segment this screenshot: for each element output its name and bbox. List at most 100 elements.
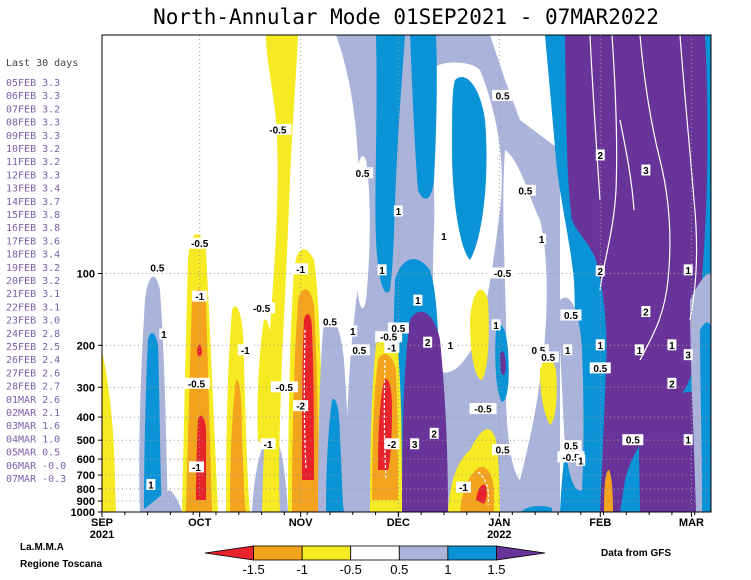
- contour-label-bg: [492, 89, 514, 101]
- x-tick-label: DEC: [387, 517, 410, 529]
- contour-label: -0.5: [494, 269, 512, 280]
- contour-label-bg: [445, 339, 455, 351]
- contour-label-bg: [188, 461, 204, 473]
- fill-region: [520, 505, 552, 512]
- contour-label: 0.5: [323, 318, 337, 329]
- contour-label: 0.5: [531, 346, 545, 357]
- side-panel-row: 27FEB 2.6: [6, 368, 60, 379]
- contour-label-bg: [589, 362, 611, 374]
- contour-label: 0.5: [593, 364, 607, 375]
- contour-line: [619, 119, 635, 211]
- contour-label-bg: [469, 403, 497, 415]
- colorbar-swatch: [447, 545, 497, 561]
- contour-label: 1: [669, 341, 675, 352]
- contour-label-bg: [439, 230, 449, 242]
- side-panel-row: 02MAR 2.1: [6, 408, 60, 419]
- contour-label-bg: [560, 309, 582, 321]
- contour-label-bg: [634, 344, 644, 356]
- contour-label: 0.5: [391, 324, 405, 335]
- contour-label: 2: [425, 338, 431, 349]
- side-panel-row: 04MAR 1.0: [6, 434, 60, 445]
- contour-label-bg: [595, 265, 605, 277]
- contour-label: 1: [578, 456, 584, 467]
- x-tick-label: JAN: [488, 517, 510, 529]
- contour-label: 0.5: [496, 446, 510, 457]
- contour-label-bg: [683, 264, 693, 276]
- contour-label: 1: [350, 327, 356, 338]
- contour-label-bg: [489, 267, 517, 279]
- contour-label: 2: [597, 151, 603, 162]
- colorbar: -1.5 -1 -0.5 0.5 1 1.5: [204, 545, 546, 577]
- contour-label: -0.5: [276, 383, 294, 394]
- fill-region: [102, 350, 116, 512]
- side-panel-row: 20FEB 3.2: [6, 276, 60, 287]
- contour-label-bg: [595, 149, 605, 161]
- contour-label: -1: [195, 292, 204, 303]
- contour-label-bg: [348, 344, 370, 356]
- contour-label: -1: [387, 343, 396, 354]
- contour-label: 1: [597, 341, 603, 352]
- side-panel-row: 16FEB 3.8: [6, 223, 60, 234]
- contour-label: 1: [565, 346, 571, 357]
- contour-label-bg: [595, 339, 605, 351]
- contour-label: -1: [192, 463, 201, 474]
- side-panel-row: 07FEB 3.2: [6, 104, 60, 115]
- contour-label: 0.5: [356, 169, 370, 180]
- contour-label-bg: [641, 164, 651, 176]
- contour-label: 0.5: [541, 353, 555, 364]
- fill-region: [470, 289, 489, 380]
- contour-label: -0.5: [380, 333, 398, 344]
- side-panel-row: 09FEB 3.3: [6, 131, 60, 142]
- contour-label: -1: [459, 483, 468, 494]
- side-panel-row: 22FEB 3.1: [6, 302, 60, 313]
- side-panel-row: 07MAR -0.3: [6, 474, 66, 485]
- contour-label: 1: [441, 232, 447, 243]
- contour-label-bg: [352, 167, 374, 179]
- side-panel-row: 18FEB 3.4: [6, 250, 60, 261]
- side-panel-row: 23FEB 3.0: [6, 316, 60, 327]
- plot-area: [102, 35, 711, 512]
- contour-label: -0.5: [253, 304, 271, 315]
- contour-label-bg: [319, 316, 341, 328]
- contour-line: [679, 35, 698, 321]
- side-panel-row: 28FEB 2.7: [6, 382, 60, 393]
- chart-title: North-Annular Mode 01SEP2021 - 07MAR2022: [153, 5, 659, 29]
- contour-label: 3: [643, 166, 649, 177]
- fill-region: [410, 35, 437, 199]
- contour-label-bg: [270, 381, 298, 393]
- side-panel-row: 06FEB 3.3: [6, 91, 60, 102]
- colorbar-swatch: [398, 545, 449, 561]
- colorbar-swatch: [253, 545, 303, 561]
- x-tick-label: OCT: [188, 517, 212, 529]
- contour-label-bg: [683, 349, 693, 361]
- contour-label-bg: [293, 400, 309, 412]
- y-tick-label: 800: [77, 484, 95, 496]
- contour-label: 2: [669, 379, 675, 390]
- colorbar-label: 1.5: [487, 562, 505, 577]
- y-tick-label: 300: [77, 382, 95, 394]
- contour-label: -2: [296, 402, 305, 413]
- x-tick-label: SEP: [91, 517, 113, 529]
- fill-region: [460, 466, 494, 512]
- contour-label: 3: [412, 440, 418, 451]
- fill-region: [452, 76, 487, 261]
- side-panel-row: 26FEB 2.4: [6, 355, 60, 366]
- contour-line: [477, 471, 490, 506]
- contour-label: 1: [448, 341, 454, 352]
- y-tick-label: 600: [77, 454, 95, 466]
- fill-region: [503, 150, 547, 480]
- contour-label-bg: [667, 377, 677, 389]
- contour-label-bg: [527, 344, 549, 356]
- side-panel-row: 21FEB 3.1: [6, 289, 60, 300]
- contour-label-bg: [384, 438, 400, 450]
- colorbar-swatch: [350, 545, 400, 561]
- contour-label: 1: [493, 321, 499, 332]
- side-panel-row: 03MAR 1.6: [6, 421, 60, 432]
- contour-label: -0.5: [188, 379, 206, 390]
- y-tick-label: 500: [77, 435, 95, 447]
- contour-label-bg: [264, 123, 292, 135]
- side-panel-heading: Last 30 days: [6, 58, 78, 69]
- contour-label-bg: [492, 444, 514, 456]
- contour-label: -1: [241, 346, 250, 357]
